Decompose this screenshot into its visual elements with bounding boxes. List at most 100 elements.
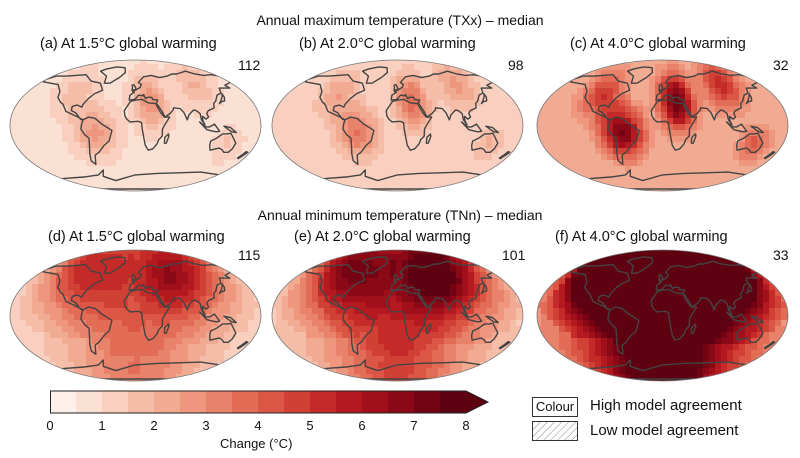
colorbar-segment: [388, 391, 415, 413]
map-panel-f: [535, 248, 790, 383]
coastline-south-america: [80, 116, 113, 166]
coastline-north-america: [569, 74, 631, 121]
colorbar-outline: [50, 390, 490, 414]
count-d: 115: [238, 247, 261, 263]
count-a: 112: [238, 57, 261, 73]
coastline-greenland: [361, 66, 389, 84]
coastline-south-america: [607, 306, 640, 356]
coastline-indonesia: [460, 311, 483, 323]
colorbar-segment: [258, 391, 285, 413]
map-border: [536, 59, 789, 192]
colorbar-segment: [440, 391, 467, 413]
map-border: [536, 249, 789, 382]
coastline-british-isles: [393, 273, 399, 281]
coastline-indonesia: [460, 121, 483, 133]
coastline-new-guinea: [223, 315, 237, 324]
count-b: 98: [508, 57, 524, 73]
coastline-north-america: [42, 74, 104, 121]
coastline-british-isles: [131, 273, 137, 281]
coastline-north-america: [304, 74, 366, 121]
colorbar-segment: [336, 391, 363, 413]
colorbar-graphic: [50, 390, 490, 414]
row-title-tnn: Annual minimum temperature (TNn) – media…: [257, 207, 543, 223]
coastline-south-america: [607, 116, 640, 166]
coastline-new-guinea: [750, 315, 764, 324]
colorbar-segment: [362, 391, 389, 413]
coastline-south-america: [342, 116, 375, 166]
coastline-south-america: [80, 306, 113, 356]
colorbar-tick-5: 5: [306, 418, 314, 433]
coastline-madagascar: [690, 323, 697, 334]
map-border: [271, 59, 524, 192]
coastline-british-isles: [393, 83, 399, 91]
colorbar-segment: [154, 391, 181, 413]
coastline-australia: [208, 132, 237, 154]
coastline-new-guinea: [750, 125, 764, 134]
coastline-australia: [470, 132, 499, 154]
coastline-africa: [123, 288, 171, 341]
row-title-txx: Annual maximum temperature (TXx) – media…: [256, 12, 544, 28]
map-border: [9, 249, 262, 382]
colorbar-segment: [102, 391, 129, 413]
coastline-greenland: [99, 66, 127, 84]
coastline-greenland: [626, 66, 654, 84]
coastline-new-guinea: [485, 315, 499, 324]
hatch-pattern-icon: [533, 422, 577, 440]
coastline-indonesia: [198, 311, 221, 323]
colorbar-segment: [50, 391, 77, 413]
colorbar-tick-7: 7: [410, 418, 418, 433]
colorbar-segment: [128, 391, 155, 413]
coastline-greenland: [99, 256, 127, 274]
coastline-japan: [745, 283, 753, 295]
map-panel-a: [8, 58, 263, 193]
coastline-madagascar: [163, 323, 170, 334]
colorbar-tick-6: 6: [358, 418, 366, 433]
coastline-new-zealand: [763, 150, 776, 160]
colorbar-segment: [414, 391, 441, 413]
coastline-north-america: [42, 264, 104, 311]
coastline-new-guinea: [485, 125, 499, 134]
coastline-japan: [218, 93, 226, 105]
legend-colour-box: Colour: [532, 397, 578, 417]
coastline-japan: [480, 93, 488, 105]
colorbar: [50, 390, 490, 414]
coastline-indonesia: [198, 121, 221, 133]
coastline-british-isles: [131, 83, 137, 91]
coastline-africa: [385, 288, 433, 341]
map-panel-d: [8, 248, 263, 383]
colorbar-tick-4: 4: [254, 418, 262, 433]
panel-title-b: (b) At 2.0°C global warming: [299, 36, 476, 52]
coastline-new-zealand: [236, 340, 249, 350]
coastline-australia: [735, 322, 764, 344]
colorbar-segment: [310, 391, 337, 413]
coastline-africa: [385, 98, 433, 151]
colorbar-segment: [232, 391, 259, 413]
colorbar-title: Change (°C): [220, 436, 293, 451]
colorbar-tick-8: 8: [462, 418, 470, 433]
colorbar-extend-arrow: [466, 391, 488, 413]
colorbar-tick-1: 1: [98, 418, 106, 433]
coastline-south-america: [342, 306, 375, 356]
colorbar-segment: [180, 391, 207, 413]
coastline-japan: [480, 283, 488, 295]
coastline-new-guinea: [223, 125, 237, 134]
map-panel-b: [270, 58, 525, 193]
coastline-australia: [470, 322, 499, 344]
panel-title-c: (c) At 4.0°C global warming: [570, 36, 746, 52]
coastline-new-zealand: [498, 150, 511, 160]
coastline-british-isles: [658, 83, 664, 91]
coastline-new-zealand: [236, 150, 249, 160]
legend-low-agreement: Low model agreement: [590, 422, 739, 439]
coastline-indonesia: [725, 311, 748, 323]
panel-title-a: (a) At 1.5°C global warming: [40, 36, 217, 52]
coastline-japan: [745, 93, 753, 105]
panel-title-e: (e) At 2.0°C global warming: [294, 229, 471, 245]
coastline-greenland: [361, 256, 389, 274]
colorbar-segment: [206, 391, 233, 413]
colorbar-segment: [76, 391, 103, 413]
coastline-british-isles: [658, 273, 664, 281]
coastline-madagascar: [690, 133, 697, 144]
coastline-australia: [208, 322, 237, 344]
coastline-madagascar: [163, 133, 170, 144]
coastline-japan: [218, 283, 226, 295]
